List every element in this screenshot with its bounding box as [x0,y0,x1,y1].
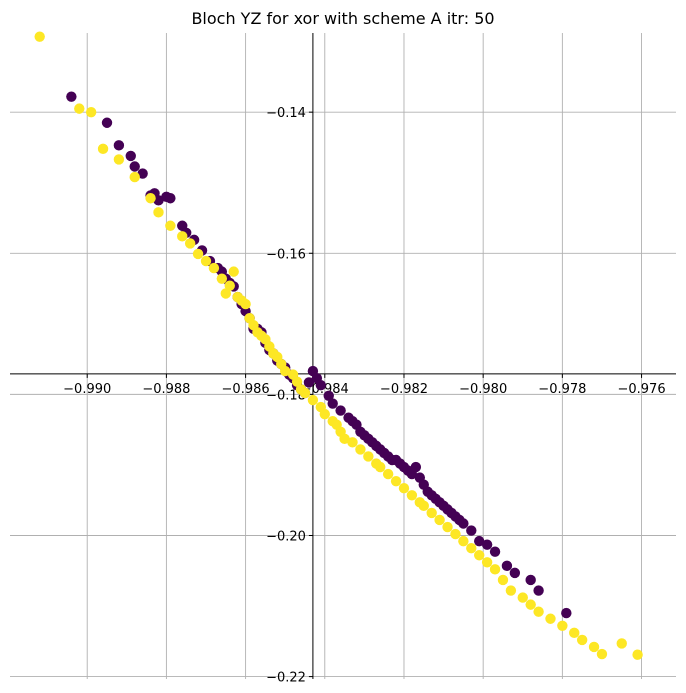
scatter-point [509,567,521,579]
scatter-point [74,103,85,114]
scatter-point [34,31,45,42]
scatter-point [129,161,140,172]
chart-title: Bloch YZ for xor with scheme A itr: 50 [191,9,494,28]
scatter-point [355,444,366,455]
scatter-point [184,238,196,249]
scatter-point [177,231,188,242]
scatter-point [240,298,251,310]
scatter-point [307,394,319,406]
scatter-point [426,507,437,519]
scatter-point [569,627,580,639]
scatter-point [137,168,148,179]
scatter-point [545,613,556,624]
scatter-point [466,525,477,536]
scatter-point [596,648,608,660]
scatter-point [315,380,327,391]
scatter-point [450,528,461,540]
scatter-point [319,408,330,420]
scatter-point [66,91,77,102]
scatter-point [97,143,109,155]
scatter-point [481,539,493,550]
scatter-point [125,150,136,162]
x-tick-label: −0.980 [459,382,507,397]
scatter-point [113,154,125,165]
scatter-point [382,468,394,480]
x-tick-label: −0.982 [380,382,428,397]
grid-lines [10,33,676,679]
y-tick-label: −0.18 [266,388,306,403]
scatter-point [505,585,517,596]
scatter-point [517,592,528,603]
scatter-point [347,437,358,448]
scatter-point [398,483,410,494]
scatter-point [489,546,501,557]
scatter-point [525,574,536,586]
scatter-point [224,280,235,291]
scatter-point [129,171,140,183]
scatter-point [323,390,334,401]
scatter-point [632,649,643,660]
scatter-point [216,273,228,284]
scatter-point [200,255,212,267]
scatter-point [588,641,600,653]
x-tick-label: −0.986 [222,382,270,397]
x-tick-label: −0.990 [63,382,111,397]
scatter-point [616,638,627,649]
y-tick-label: −0.20 [266,529,306,544]
scatter-point [576,634,588,646]
scatter-point [442,521,453,533]
scatter-point [375,461,386,473]
scatter-point [165,220,176,231]
scatter-point [303,377,315,388]
scatter-point [153,207,164,218]
y-tick-label: −0.22 [266,671,306,686]
scatter-point [406,490,418,501]
x-tick-label: −0.976 [617,382,665,397]
scatter-point [390,475,402,487]
scatter-point [561,607,572,619]
scatter-point [410,461,422,473]
scatter-point [434,514,445,526]
scatter-point [279,365,291,377]
scatter-points [34,31,643,660]
scatter-point [335,405,346,416]
scatter-point [418,500,429,512]
scatter-point [299,387,311,399]
scatter-point [145,193,156,204]
scatter-point [474,535,485,547]
scatter-point [220,288,231,299]
scatter-point [525,599,536,610]
scatter-point [474,550,485,561]
scatter-point [153,195,164,206]
scatter-point [327,398,338,409]
scatter-point [497,574,509,586]
scatter-point [85,106,97,118]
scatter-point [228,266,239,277]
scatter-point [501,560,513,572]
scatter-point [208,262,220,274]
scatter-point [458,535,469,547]
scatter-point [101,117,113,128]
scatter-point [165,193,176,204]
x-tick-label: −0.988 [142,382,190,397]
scatter-point [557,620,568,632]
axis-spines [10,33,676,679]
scatter-point [481,557,493,568]
scatter-point [363,451,374,462]
x-tick-label: −0.978 [538,382,586,397]
scatter-point [466,542,477,554]
scatter-point [489,564,501,575]
y-tick-label: −0.14 [266,106,306,121]
scatter-point [533,606,544,617]
scatter-point [113,140,125,151]
scatter-point [291,376,303,387]
scatter-point [458,518,469,529]
scatter-point [192,248,204,260]
y-tick-label: −0.16 [266,247,306,262]
scatter-point [533,585,544,596]
scatter-point [339,433,350,445]
